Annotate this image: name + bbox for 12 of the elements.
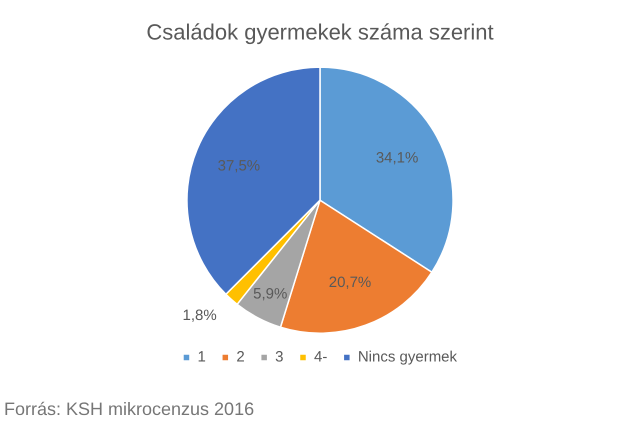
data-label: 20,7% <box>328 274 372 291</box>
legend-label: 2 <box>236 348 245 366</box>
data-label: 1,8% <box>182 307 217 324</box>
legend-label: 4- <box>314 348 328 366</box>
data-label: 34,1% <box>376 149 418 166</box>
legend-label: 1 <box>197 348 206 366</box>
data-label: 5,9% <box>253 285 288 302</box>
chart-title: Családok gyermekek száma szerint <box>146 19 494 44</box>
text: Forrás: KSH mikrocenzus 2016 <box>4 399 254 419</box>
legend-label: Nincs gyermek <box>358 348 458 366</box>
data-label: 37,5% <box>218 158 260 175</box>
legend-label: 3 <box>275 348 284 366</box>
